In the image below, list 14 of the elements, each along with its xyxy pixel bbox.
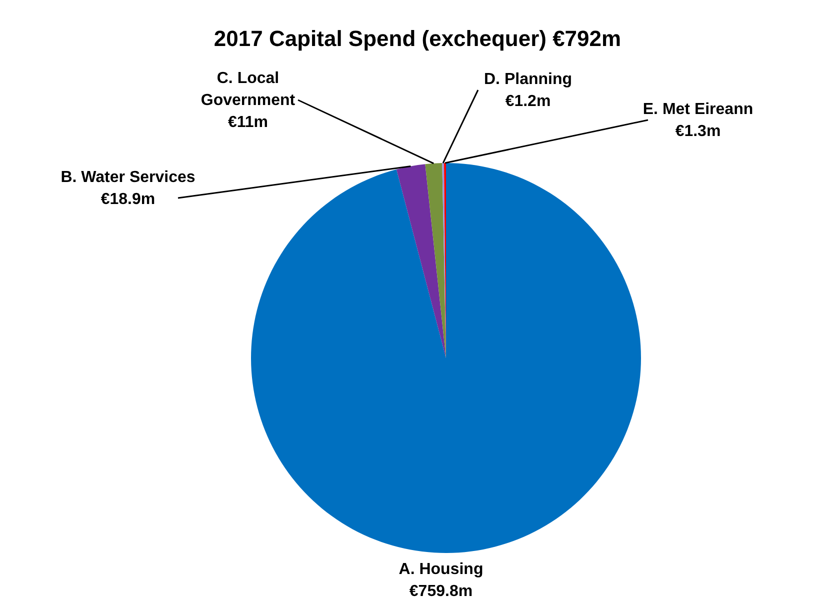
data-label: €1.3m	[675, 123, 721, 140]
data-label: €11m	[228, 114, 268, 131]
pie-slice	[425, 163, 446, 358]
slice-label: D. Planning	[484, 71, 572, 88]
slice-label: C. Local Government	[200, 70, 296, 109]
chart-title: 2017 Capital Spend (exchequer) €792m	[212, 26, 622, 52]
data-label: €18.9m	[100, 191, 156, 208]
pie-slice	[396, 164, 446, 358]
pie-slice	[251, 163, 641, 553]
slice-label: A. Housing	[398, 561, 484, 578]
slice-label: B. Water Services	[60, 169, 196, 186]
data-label: €1.2m	[505, 93, 551, 110]
data-label: €759.8m	[409, 583, 473, 600]
slice-label: E. Met Eireann	[642, 101, 754, 118]
